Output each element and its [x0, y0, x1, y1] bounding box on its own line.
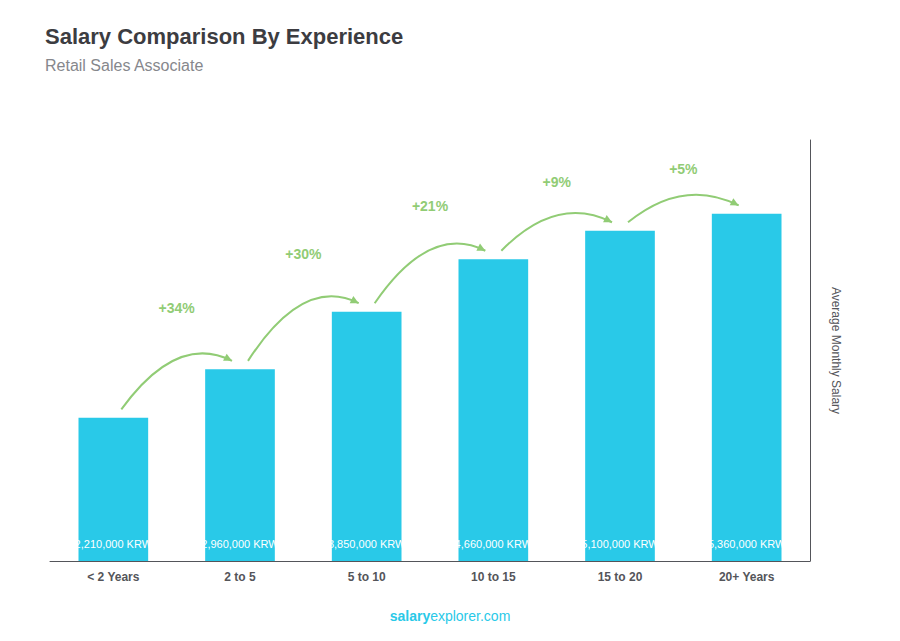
svg-text:5,360,000 KRW: 5,360,000 KRW [708, 538, 786, 550]
svg-text:4,660,000 KRW: 4,660,000 KRW [455, 538, 533, 550]
svg-text:< 2 Years: < 2 Years [87, 570, 139, 584]
svg-text:+9%: +9% [542, 174, 571, 190]
svg-text:2 to 5: 2 to 5 [224, 570, 256, 584]
svg-text:+5%: +5% [669, 161, 698, 177]
svg-text:2,960,000 KRW: 2,960,000 KRW [201, 538, 279, 550]
svg-text:20+ Years: 20+ Years [719, 570, 775, 584]
svg-text:+30%: +30% [285, 246, 322, 262]
svg-text:2,210,000 KRW: 2,210,000 KRW [75, 538, 153, 550]
svg-text:3,850,000 KRW: 3,850,000 KRW [328, 538, 406, 550]
svg-text:explorer.com: explorer.com [430, 608, 510, 624]
svg-text:Average Monthly Salary: Average Monthly Salary [829, 287, 843, 414]
svg-text:5 to 10: 5 to 10 [348, 570, 386, 584]
svg-text:+34%: +34% [159, 300, 196, 316]
svg-text:Retail Sales Associate: Retail Sales Associate [45, 57, 203, 74]
svg-text:15 to 20: 15 to 20 [598, 570, 643, 584]
svg-text:Salary Comparison By Experienc: Salary Comparison By Experience [45, 24, 403, 49]
svg-text:+21%: +21% [412, 198, 449, 214]
svg-text:5,100,000 KRW: 5,100,000 KRW [581, 538, 659, 550]
svg-text:10 to 15: 10 to 15 [471, 570, 516, 584]
svg-text:salary: salary [390, 608, 431, 624]
